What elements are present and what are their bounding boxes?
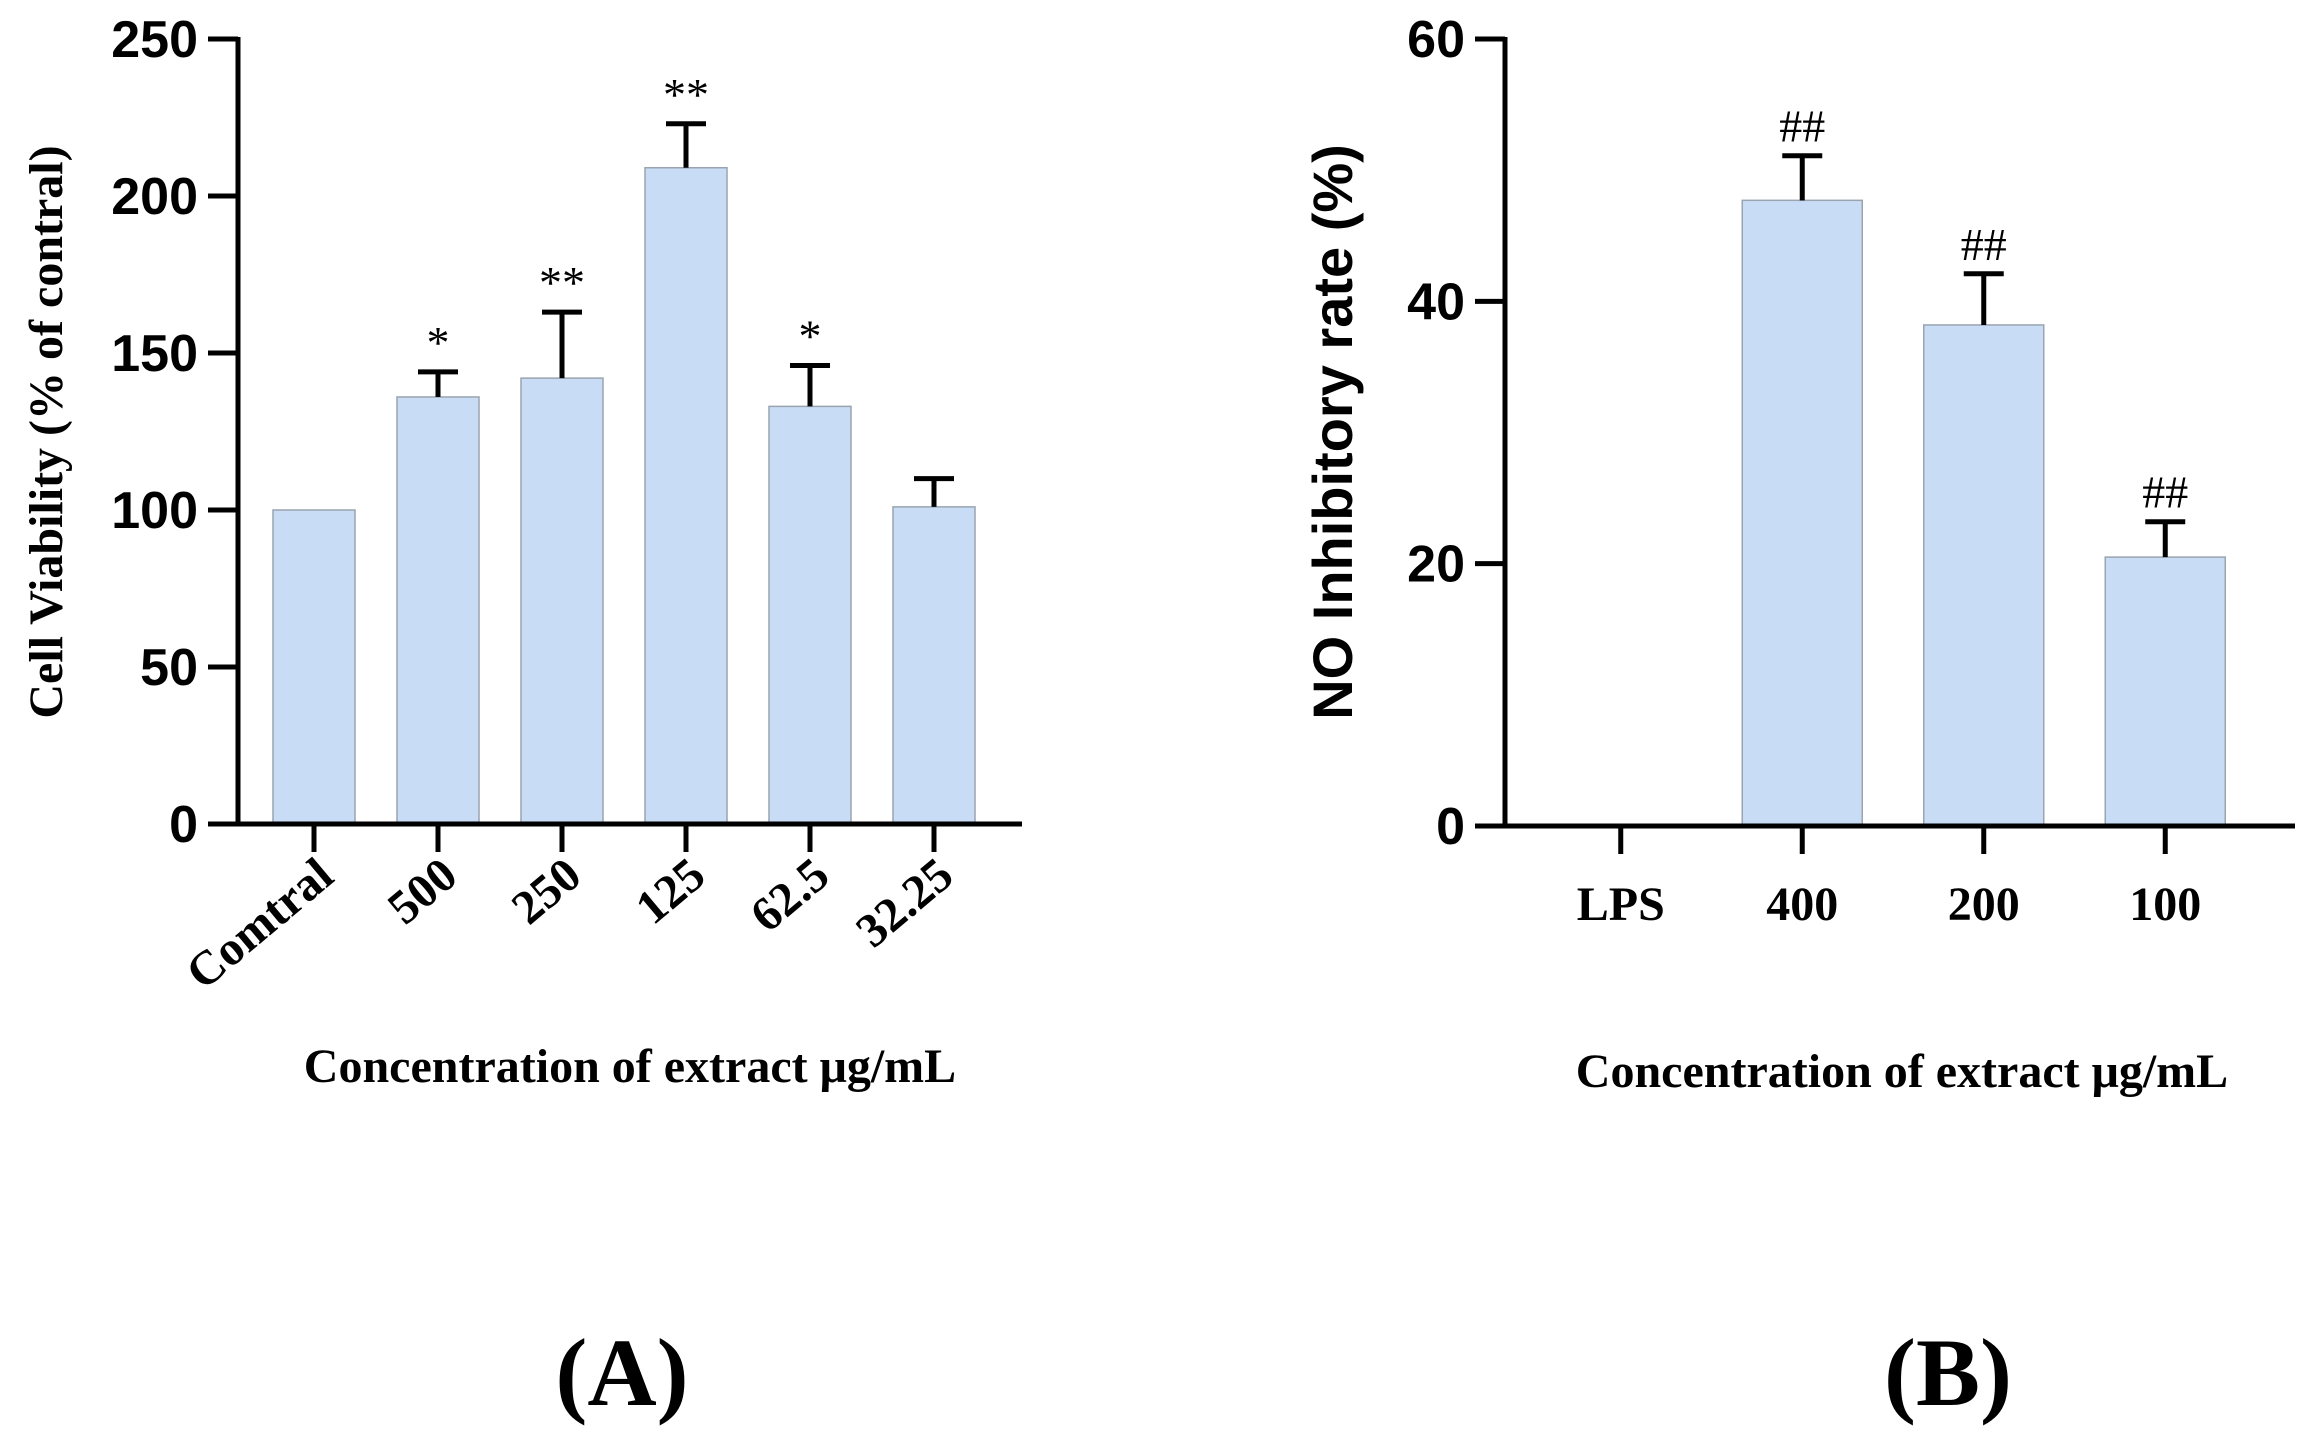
chart-b: LPS ## 400 ## 200 ## 100 0 20 40 60 Concentration o… — [1301, 11, 2295, 1426]
x-tick-label-a-2: 250 — [502, 848, 591, 935]
y-tick-label-a-0: 0 — [169, 796, 198, 854]
x-tick-label-b-2: 200 — [1948, 878, 2020, 931]
x-tick-label-b-3: 100 — [2129, 878, 2201, 931]
bar-a-3 — [644, 166, 728, 825]
significance-b-3: ## — [2142, 467, 2188, 518]
bar-a-0 — [272, 509, 356, 825]
bar-a-1 — [396, 396, 480, 825]
y-tick-label-a-1: 50 — [140, 639, 198, 697]
bar-a-2 — [520, 377, 604, 825]
x-axis-label-b: Concentration of extract μg/mL — [1576, 1045, 2228, 1098]
bar-b-2 — [1923, 324, 2045, 827]
y-tick-label-b-0: 0 — [1436, 798, 1465, 856]
y-axis-label-b: NO Inhibitory rate (%) — [1301, 144, 1364, 720]
significance-b-2: ## — [1961, 219, 2007, 270]
panel-label-b: (B) — [1884, 1319, 2012, 1426]
y-axis-label-a: Cell Viability (% of contral) — [20, 145, 73, 718]
significance-a-3: ** — [663, 69, 709, 120]
y-tick-label-a-4: 200 — [111, 168, 198, 226]
y-tick-label-b-3: 60 — [1407, 11, 1465, 69]
x-tick-label-a-3: 125 — [626, 848, 715, 935]
bar-a-4 — [768, 405, 852, 825]
y-tick-label-a-3: 150 — [111, 325, 198, 383]
x-tick-label-a-1: 500 — [378, 848, 467, 935]
y-tick-label-a-5: 250 — [111, 11, 198, 69]
x-tick-label-a-5: 32.25 — [846, 848, 963, 958]
x-tick-label-a-4: 62.5 — [741, 848, 839, 943]
x-tick-label-b-1: 400 — [1766, 878, 1838, 931]
x-tick-label-a-0: Comtral — [176, 848, 343, 1000]
y-tick-label-b-2: 40 — [1407, 273, 1465, 331]
x-tick-label-b-0: LPS — [1577, 878, 1665, 931]
y-tick-label-b-1: 20 — [1407, 536, 1465, 594]
bar-b-3 — [2104, 556, 2226, 827]
panel-label-a: (A) — [555, 1319, 688, 1426]
chart-a: Comtral * 500 ** 250 ** 125 * 62.5 32.25 0 50 100 150… — [20, 11, 1022, 1426]
bar-b-1 — [1741, 199, 1863, 827]
significance-a-4: * — [799, 311, 822, 362]
significance-a-2: ** — [539, 257, 585, 308]
significance-b-1: ## — [1779, 101, 1825, 152]
significance-a-1: * — [427, 317, 450, 368]
x-axis-label-a: Concentration of extract μg/mL — [304, 1040, 956, 1093]
bar-a-5 — [892, 506, 976, 825]
y-tick-label-a-2: 100 — [111, 482, 198, 540]
